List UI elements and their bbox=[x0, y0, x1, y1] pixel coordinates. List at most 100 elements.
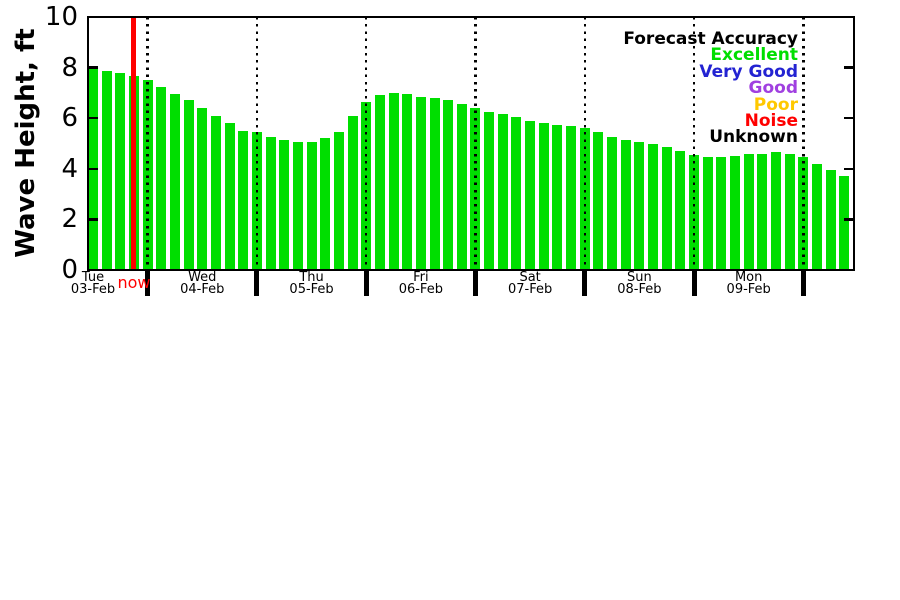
wave-bar bbox=[183, 100, 194, 270]
day-boundary-tick bbox=[472, 271, 478, 296]
y-tick-label-0: 0 bbox=[61, 255, 78, 285]
left-axis-tick bbox=[89, 167, 98, 171]
legend-entry-poor: Poor bbox=[753, 94, 798, 115]
wave-bar bbox=[811, 163, 822, 270]
wave-bar bbox=[374, 95, 385, 270]
day-boundary-dotted-line bbox=[474, 17, 477, 270]
right-axis-tick bbox=[844, 116, 853, 120]
wave-bar bbox=[115, 72, 126, 270]
day-label-weekday: Mon bbox=[734, 270, 763, 285]
day-boundary-tick bbox=[254, 271, 260, 296]
wave-bar bbox=[538, 123, 549, 270]
wave-bar bbox=[675, 151, 686, 270]
day-label-sun: Sun 08-Feb bbox=[584, 270, 694, 297]
day-label-date: 04-Feb bbox=[180, 281, 225, 297]
day-label-fri: Fri 06-Feb bbox=[366, 270, 476, 297]
y-tick-label-10: 10 bbox=[44, 2, 78, 32]
wave-bar bbox=[525, 120, 536, 270]
day-boundary-dotted-line bbox=[692, 17, 696, 270]
day-label-weekday: Tue bbox=[81, 270, 105, 285]
day-label-weekday: Thu bbox=[299, 270, 324, 285]
day-label-wed: Wed 04-Feb bbox=[147, 271, 257, 297]
day-label-weekday: Sun bbox=[627, 270, 652, 285]
wave-bar bbox=[306, 142, 317, 270]
wave-bar bbox=[292, 142, 303, 270]
day-boundary-dotted-line bbox=[364, 17, 368, 270]
wave-bar bbox=[620, 139, 631, 270]
day-label-mon: Mon 09-Feb bbox=[694, 270, 804, 297]
wave-bar bbox=[648, 143, 659, 270]
day-label-thu: Thu 05-Feb bbox=[257, 270, 367, 297]
day-label-sat: Sat 07-Feb bbox=[475, 270, 585, 297]
wave-bar bbox=[429, 97, 440, 270]
wave-bar bbox=[238, 130, 249, 270]
wave-height-chart: Wave Height, ft 0 2 4 6 8 10 Forecast Accurac… bbox=[11, 2, 855, 297]
day-boundary-dotted-line bbox=[802, 17, 805, 270]
day-label-date: 07-Feb bbox=[507, 281, 553, 297]
wave-bar bbox=[825, 170, 836, 270]
wave-bar bbox=[511, 116, 522, 270]
y-tick-label-8: 8 bbox=[61, 52, 78, 83]
wave-bar bbox=[839, 176, 850, 270]
left-axis-tick bbox=[89, 218, 98, 221]
wave-bar bbox=[771, 152, 781, 270]
wave-bar bbox=[224, 123, 235, 270]
wave-bar bbox=[702, 157, 713, 270]
legend-entry-unknown: Unknown bbox=[709, 127, 798, 148]
wave-bar bbox=[552, 124, 563, 270]
wave-bar bbox=[333, 132, 344, 270]
wave-bar bbox=[197, 108, 208, 270]
wave-bar bbox=[743, 153, 754, 270]
day-label-date: 05-Feb bbox=[289, 281, 334, 297]
day-label-date: 06-Feb bbox=[398, 281, 443, 297]
right-axis-tick bbox=[844, 218, 853, 221]
now-line bbox=[131, 17, 137, 270]
wave-bar bbox=[593, 132, 604, 270]
wave-bar bbox=[320, 138, 331, 270]
day-boundary-dotted-line bbox=[583, 17, 586, 270]
wave-bar bbox=[388, 92, 399, 270]
wave-bar bbox=[456, 104, 467, 270]
legend-entry-excellent: Excellent bbox=[710, 45, 798, 66]
left-axis-tick bbox=[89, 66, 98, 69]
y-tick-label-6: 6 bbox=[61, 103, 78, 134]
day-boundary-tick bbox=[363, 271, 369, 296]
legend: Forecast Accuracy Excellent Very Good Good… bbox=[623, 30, 798, 148]
wave-bar bbox=[210, 115, 221, 270]
legend-entry-noise: Noise bbox=[744, 111, 798, 132]
y-tick-label-4: 4 bbox=[61, 153, 78, 184]
y-tick-label-2: 2 bbox=[61, 204, 78, 235]
wave-bar bbox=[716, 157, 727, 270]
wave-bar bbox=[169, 94, 180, 270]
wave-bar bbox=[661, 147, 672, 270]
wave-bar bbox=[607, 137, 618, 270]
wave-bar bbox=[730, 156, 741, 270]
right-axis-tick bbox=[844, 167, 853, 171]
wave-bar bbox=[757, 153, 768, 270]
day-boundary-dotted-line bbox=[146, 17, 149, 270]
legend-entry-very-good: Very Good bbox=[699, 61, 798, 82]
wave-bar bbox=[634, 142, 645, 270]
day-boundary-dotted-line bbox=[255, 17, 259, 270]
wave-bar bbox=[347, 115, 358, 270]
wave-bar bbox=[279, 139, 290, 270]
wave-bar bbox=[402, 94, 413, 270]
wave-bar bbox=[415, 96, 426, 270]
day-boundary-tick bbox=[800, 271, 806, 296]
day-boundary-tick bbox=[582, 271, 588, 296]
wave-bar bbox=[156, 86, 167, 270]
day-label-weekday: Sat bbox=[519, 270, 541, 285]
day-label-date: 03-Feb bbox=[70, 281, 116, 297]
day-label-date: 09-Feb bbox=[726, 281, 771, 297]
wave-bar bbox=[566, 125, 577, 270]
wave-bar bbox=[101, 71, 112, 270]
now-label: now bbox=[117, 273, 151, 292]
right-axis-tick bbox=[844, 66, 853, 69]
wave-bar bbox=[265, 137, 276, 270]
day-label-date: 08-Feb bbox=[617, 281, 662, 297]
legend-entry-good: Good bbox=[748, 78, 798, 99]
wave-bar bbox=[484, 111, 495, 270]
wave-bar bbox=[784, 153, 795, 270]
day-label-weekday: Fri bbox=[413, 270, 429, 285]
